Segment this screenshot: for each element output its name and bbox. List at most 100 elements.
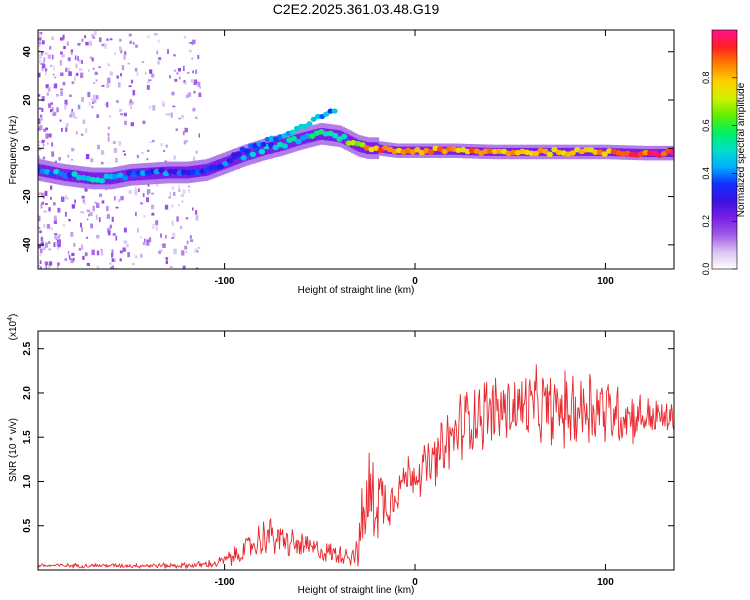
noise-speck bbox=[110, 267, 114, 269]
spectral-point bbox=[304, 133, 311, 139]
noise-speck bbox=[130, 122, 134, 127]
noise-speck bbox=[107, 133, 110, 136]
snr-series-line bbox=[38, 364, 674, 569]
noise-speck bbox=[128, 190, 132, 194]
noise-speck bbox=[104, 103, 108, 106]
noise-speck bbox=[93, 82, 95, 84]
noise-speck bbox=[154, 33, 158, 36]
noise-speck bbox=[92, 94, 96, 101]
secondary-spectral-point bbox=[289, 129, 296, 135]
noise-speck bbox=[51, 54, 54, 60]
noise-speck bbox=[129, 99, 132, 103]
noise-speck bbox=[65, 211, 67, 217]
noise-speck bbox=[40, 266, 42, 269]
noise-speck bbox=[171, 220, 174, 226]
noise-speck bbox=[162, 103, 165, 107]
noise-speck bbox=[134, 67, 138, 72]
secondary-spectral-point bbox=[281, 133, 288, 139]
noise-speck bbox=[165, 144, 168, 148]
noise-speck bbox=[46, 92, 49, 96]
noise-speck bbox=[96, 265, 99, 269]
noise-speck bbox=[151, 212, 155, 216]
noise-speck bbox=[96, 250, 100, 256]
noise-speck bbox=[75, 72, 79, 76]
noise-speck bbox=[45, 265, 47, 269]
noise-speck bbox=[60, 37, 64, 41]
noise-speck bbox=[116, 75, 119, 79]
noise-speck bbox=[195, 116, 198, 119]
noise-speck bbox=[75, 131, 78, 135]
spectral-point bbox=[71, 171, 78, 177]
noise-speck bbox=[70, 232, 74, 237]
noise-speck bbox=[62, 81, 66, 86]
noise-speck bbox=[189, 235, 192, 239]
noise-speck bbox=[68, 71, 72, 76]
noise-speck bbox=[122, 150, 126, 153]
noise-speck bbox=[45, 127, 49, 131]
noise-speck bbox=[187, 92, 192, 97]
snr-ytick-label: 2.5 bbox=[22, 341, 33, 355]
noise-speck bbox=[113, 147, 118, 153]
noise-speck bbox=[194, 248, 198, 253]
noise-speck bbox=[50, 108, 53, 113]
noise-speck bbox=[152, 223, 155, 229]
noise-speck bbox=[60, 90, 63, 96]
noise-speck bbox=[135, 44, 138, 48]
noise-speck bbox=[81, 97, 84, 102]
noise-speck bbox=[40, 203, 43, 209]
band-core bbox=[346, 134, 350, 147]
noise-speck bbox=[156, 50, 159, 55]
noise-speck bbox=[184, 140, 188, 143]
noise-speck bbox=[108, 230, 111, 236]
noise-speck bbox=[56, 247, 59, 250]
noise-speck bbox=[41, 192, 45, 196]
noise-speck bbox=[146, 197, 149, 203]
noise-speck bbox=[53, 65, 55, 71]
noise-speck bbox=[80, 133, 84, 136]
snr-multiplier-exponent: 4 bbox=[7, 317, 14, 321]
noise-speck bbox=[157, 39, 160, 43]
noise-speck bbox=[151, 192, 154, 195]
noise-speck bbox=[106, 38, 109, 41]
colorbar-label: Normalized spectral amplitude bbox=[736, 82, 747, 217]
noise-speck bbox=[96, 114, 100, 118]
noise-speck bbox=[48, 248, 52, 251]
noise-speck bbox=[93, 99, 97, 104]
noise-speck bbox=[140, 253, 143, 258]
snr-ytick-label: 0.5 bbox=[22, 518, 33, 532]
noise-speck bbox=[58, 239, 61, 245]
noise-speck bbox=[120, 49, 123, 54]
colorbar-tick-label: 0.2 bbox=[701, 215, 711, 228]
spectrogram-ytick-label: 40 bbox=[22, 46, 33, 58]
noise-speck bbox=[45, 84, 49, 89]
snr-panel: -100 0 100 0.5 1.0 1.5 2.0 2.5 Height of strai… bbox=[7, 314, 675, 596]
noise-speck bbox=[191, 57, 194, 60]
noise-speck bbox=[171, 204, 174, 208]
noise-speck bbox=[169, 191, 172, 197]
noise-speck bbox=[192, 107, 196, 112]
noise-speck bbox=[192, 70, 194, 74]
spectrogram-panel: -100 0 100 -40 -20 0 20 40 Height of straight … bbox=[8, 29, 675, 296]
noise-speck bbox=[53, 202, 56, 206]
noise-speck bbox=[42, 60, 45, 65]
noise-speck bbox=[137, 188, 140, 193]
noise-speck bbox=[60, 88, 63, 91]
noise-speck bbox=[72, 112, 75, 118]
snr-frame bbox=[37, 330, 675, 571]
noise-speck bbox=[79, 68, 83, 71]
noise-speck bbox=[51, 36, 55, 41]
noise-speck bbox=[158, 250, 161, 254]
noise-speck bbox=[165, 113, 168, 116]
noise-speck bbox=[42, 157, 45, 162]
noise-speck bbox=[81, 195, 85, 199]
noise-speck bbox=[44, 261, 49, 266]
noise-speck bbox=[68, 255, 71, 259]
noise-speck bbox=[57, 207, 61, 213]
noise-speck bbox=[41, 51, 43, 56]
spectral-point bbox=[542, 148, 549, 155]
noise-speck bbox=[43, 210, 47, 213]
noise-speck bbox=[187, 185, 191, 188]
noise-speck bbox=[135, 211, 137, 217]
noise-speck bbox=[173, 248, 177, 255]
noise-speck bbox=[197, 81, 201, 87]
